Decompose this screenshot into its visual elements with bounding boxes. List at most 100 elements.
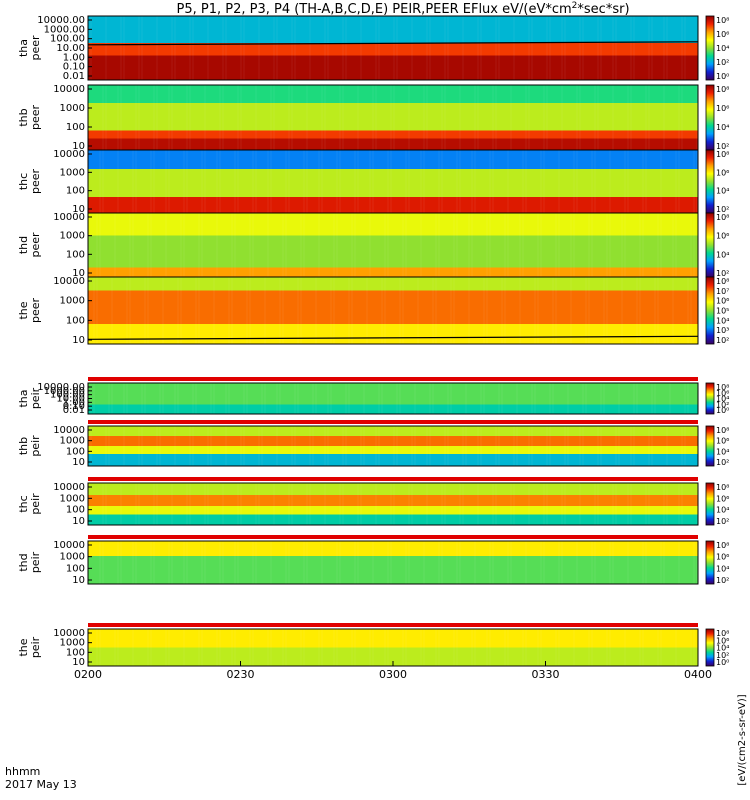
colorbar-tick-label: 10⁰: [716, 72, 729, 81]
spectrogram-thb-peer: [88, 85, 698, 150]
y-tick-label: 0.01: [63, 405, 85, 416]
colorbar: [705, 628, 715, 667]
y-tick-label: 100: [66, 249, 85, 260]
colorbar: [705, 84, 715, 151]
panel-label: thapeir: [17, 387, 42, 409]
panel-frame: [87, 482, 699, 526]
colorbar: [705, 540, 715, 585]
spectrogram-the-peer: [88, 277, 698, 344]
colorbar-tick-label: 10⁸: [716, 85, 729, 94]
species-label: peer: [29, 169, 42, 195]
x-tick-label: 0300: [379, 668, 407, 681]
panel-frame: [87, 276, 699, 345]
y-tick-label: 10.00: [56, 43, 85, 54]
colorbar-tick-label: 10⁴: [716, 395, 729, 404]
x-tick-label: 0400: [684, 668, 712, 681]
y-tick-label: 1000: [60, 436, 85, 447]
panel-label: thepeir: [17, 636, 42, 658]
figure-title: P5, P1, P2, P3, P4 (TH-A,B,C,D,E) PEIR,P…: [176, 1, 629, 17]
y-tick-label: 1000: [60, 552, 85, 563]
y-tick-label: 0.10: [63, 62, 85, 73]
colorbar-tick-label: 10⁴: [716, 447, 729, 456]
y-tick-label: 100: [66, 186, 85, 197]
colorbar-tick-label: 10⁶: [716, 168, 729, 177]
colorbar-label: [eV/(cm2-s-sr-eV)]: [737, 694, 748, 785]
y-tick-label: 10: [72, 204, 85, 215]
panel-label: thapeer: [17, 35, 42, 61]
probe-label: tha: [17, 389, 30, 407]
colorbar-tick-label: 10⁴: [716, 316, 729, 325]
probe-label: the: [17, 301, 30, 319]
y-tick-label: 1000: [60, 638, 85, 649]
colorbar-tick-label: 10⁴: [716, 123, 729, 132]
y-tick-label: 100.00: [50, 390, 85, 401]
species-label: peer: [29, 105, 42, 131]
probe-label: thd: [17, 553, 30, 571]
y-tick-label: 10000: [53, 482, 85, 493]
y-tick-label: 1.00: [63, 52, 85, 63]
colorbar-tick-label: 10⁶: [716, 437, 729, 446]
colorbar-tick-label: 10⁰: [716, 406, 729, 415]
colorbar-tick-label: 10⁶: [716, 636, 729, 645]
y-tick-label: 100: [66, 122, 85, 133]
colorbar-tick-label: 10²: [716, 576, 729, 585]
y-tick-label: 10.00: [56, 394, 85, 405]
colorbar-tick-label: 10⁶: [716, 297, 729, 306]
spacecraft-potential-line: [87, 41, 699, 46]
y-tick-label: 10: [72, 657, 85, 668]
colorbar-tick-label: 10²: [716, 269, 729, 278]
y-tick-label: 1.00: [63, 397, 85, 408]
separator-strip: [88, 420, 698, 424]
panel-frame: [87, 540, 699, 585]
colorbar-tick-label: 10⁰: [716, 658, 729, 667]
probe-label: thb: [17, 437, 30, 455]
panel-label: thcpeer: [17, 169, 42, 195]
colorbar-tick-label: 10²: [716, 458, 729, 467]
separator-strip: [88, 477, 698, 481]
colorbar-tick-label: 10⁸: [716, 426, 729, 435]
panel-thd-peer: 10000 1000 100 10 thdpeer 10⁸ 10⁶ 10⁴ 10²: [17, 212, 729, 279]
y-tick-label: 1000: [60, 103, 85, 114]
y-tick-label: 1000.00: [44, 24, 85, 35]
y-tick-label: 100: [66, 563, 85, 574]
panel-the-peer: 10000 1000 100 10 thepeer 10⁸10⁷10⁶10⁵10⁴10³1…: [17, 276, 729, 346]
probe-label: the: [17, 638, 30, 656]
species-label: peir: [29, 435, 42, 457]
colorbar: [705, 382, 715, 415]
y-tick-label: 10000.00: [37, 382, 85, 393]
y-tick-label: 0.10: [63, 401, 85, 412]
y-tick-label: 10000: [53, 276, 85, 287]
colorbar: [705, 276, 715, 345]
colorbar: [705, 482, 715, 526]
colorbar-tick-label: 10⁵: [716, 307, 729, 316]
spectrogram-thc-peer: [88, 150, 698, 213]
y-tick-label: 1000: [60, 493, 85, 504]
colorbar-tick-label: 10⁷: [716, 287, 729, 296]
panel-label: thbpeir: [17, 435, 42, 457]
separator-strip: [88, 535, 698, 539]
spacecraft-potential-line: [87, 335, 699, 340]
colorbar-tick-label: 10²: [716, 142, 729, 151]
y-tick-label: 10000: [53, 149, 85, 160]
y-tick-label: 100.00: [50, 34, 85, 45]
y-tick-label: 10: [72, 268, 85, 279]
colorbar-tick-label: 10⁸: [716, 541, 729, 550]
x-tick-label: 0330: [532, 668, 560, 681]
date-label: 2017 May 13: [5, 778, 77, 791]
probe-label: thb: [17, 108, 30, 126]
y-tick-label: 10: [72, 516, 85, 527]
species-label: peir: [29, 387, 42, 409]
panel-frame: [87, 425, 699, 467]
colorbar-tick-label: 10⁸: [716, 483, 729, 492]
title-superscript: 2: [572, 1, 578, 11]
colorbar-tick-label: 10⁸: [716, 16, 729, 25]
y-tick-label: 10000: [53, 212, 85, 223]
colorbar: [705, 212, 715, 278]
colorbar-tick-label: 10⁴: [716, 506, 729, 515]
time-axis: 0200 0230 0300 0330 0400: [74, 661, 712, 681]
separator-strip: [88, 377, 698, 381]
spectrogram-tha-peer: [88, 16, 698, 80]
colorbar: [705, 425, 715, 467]
